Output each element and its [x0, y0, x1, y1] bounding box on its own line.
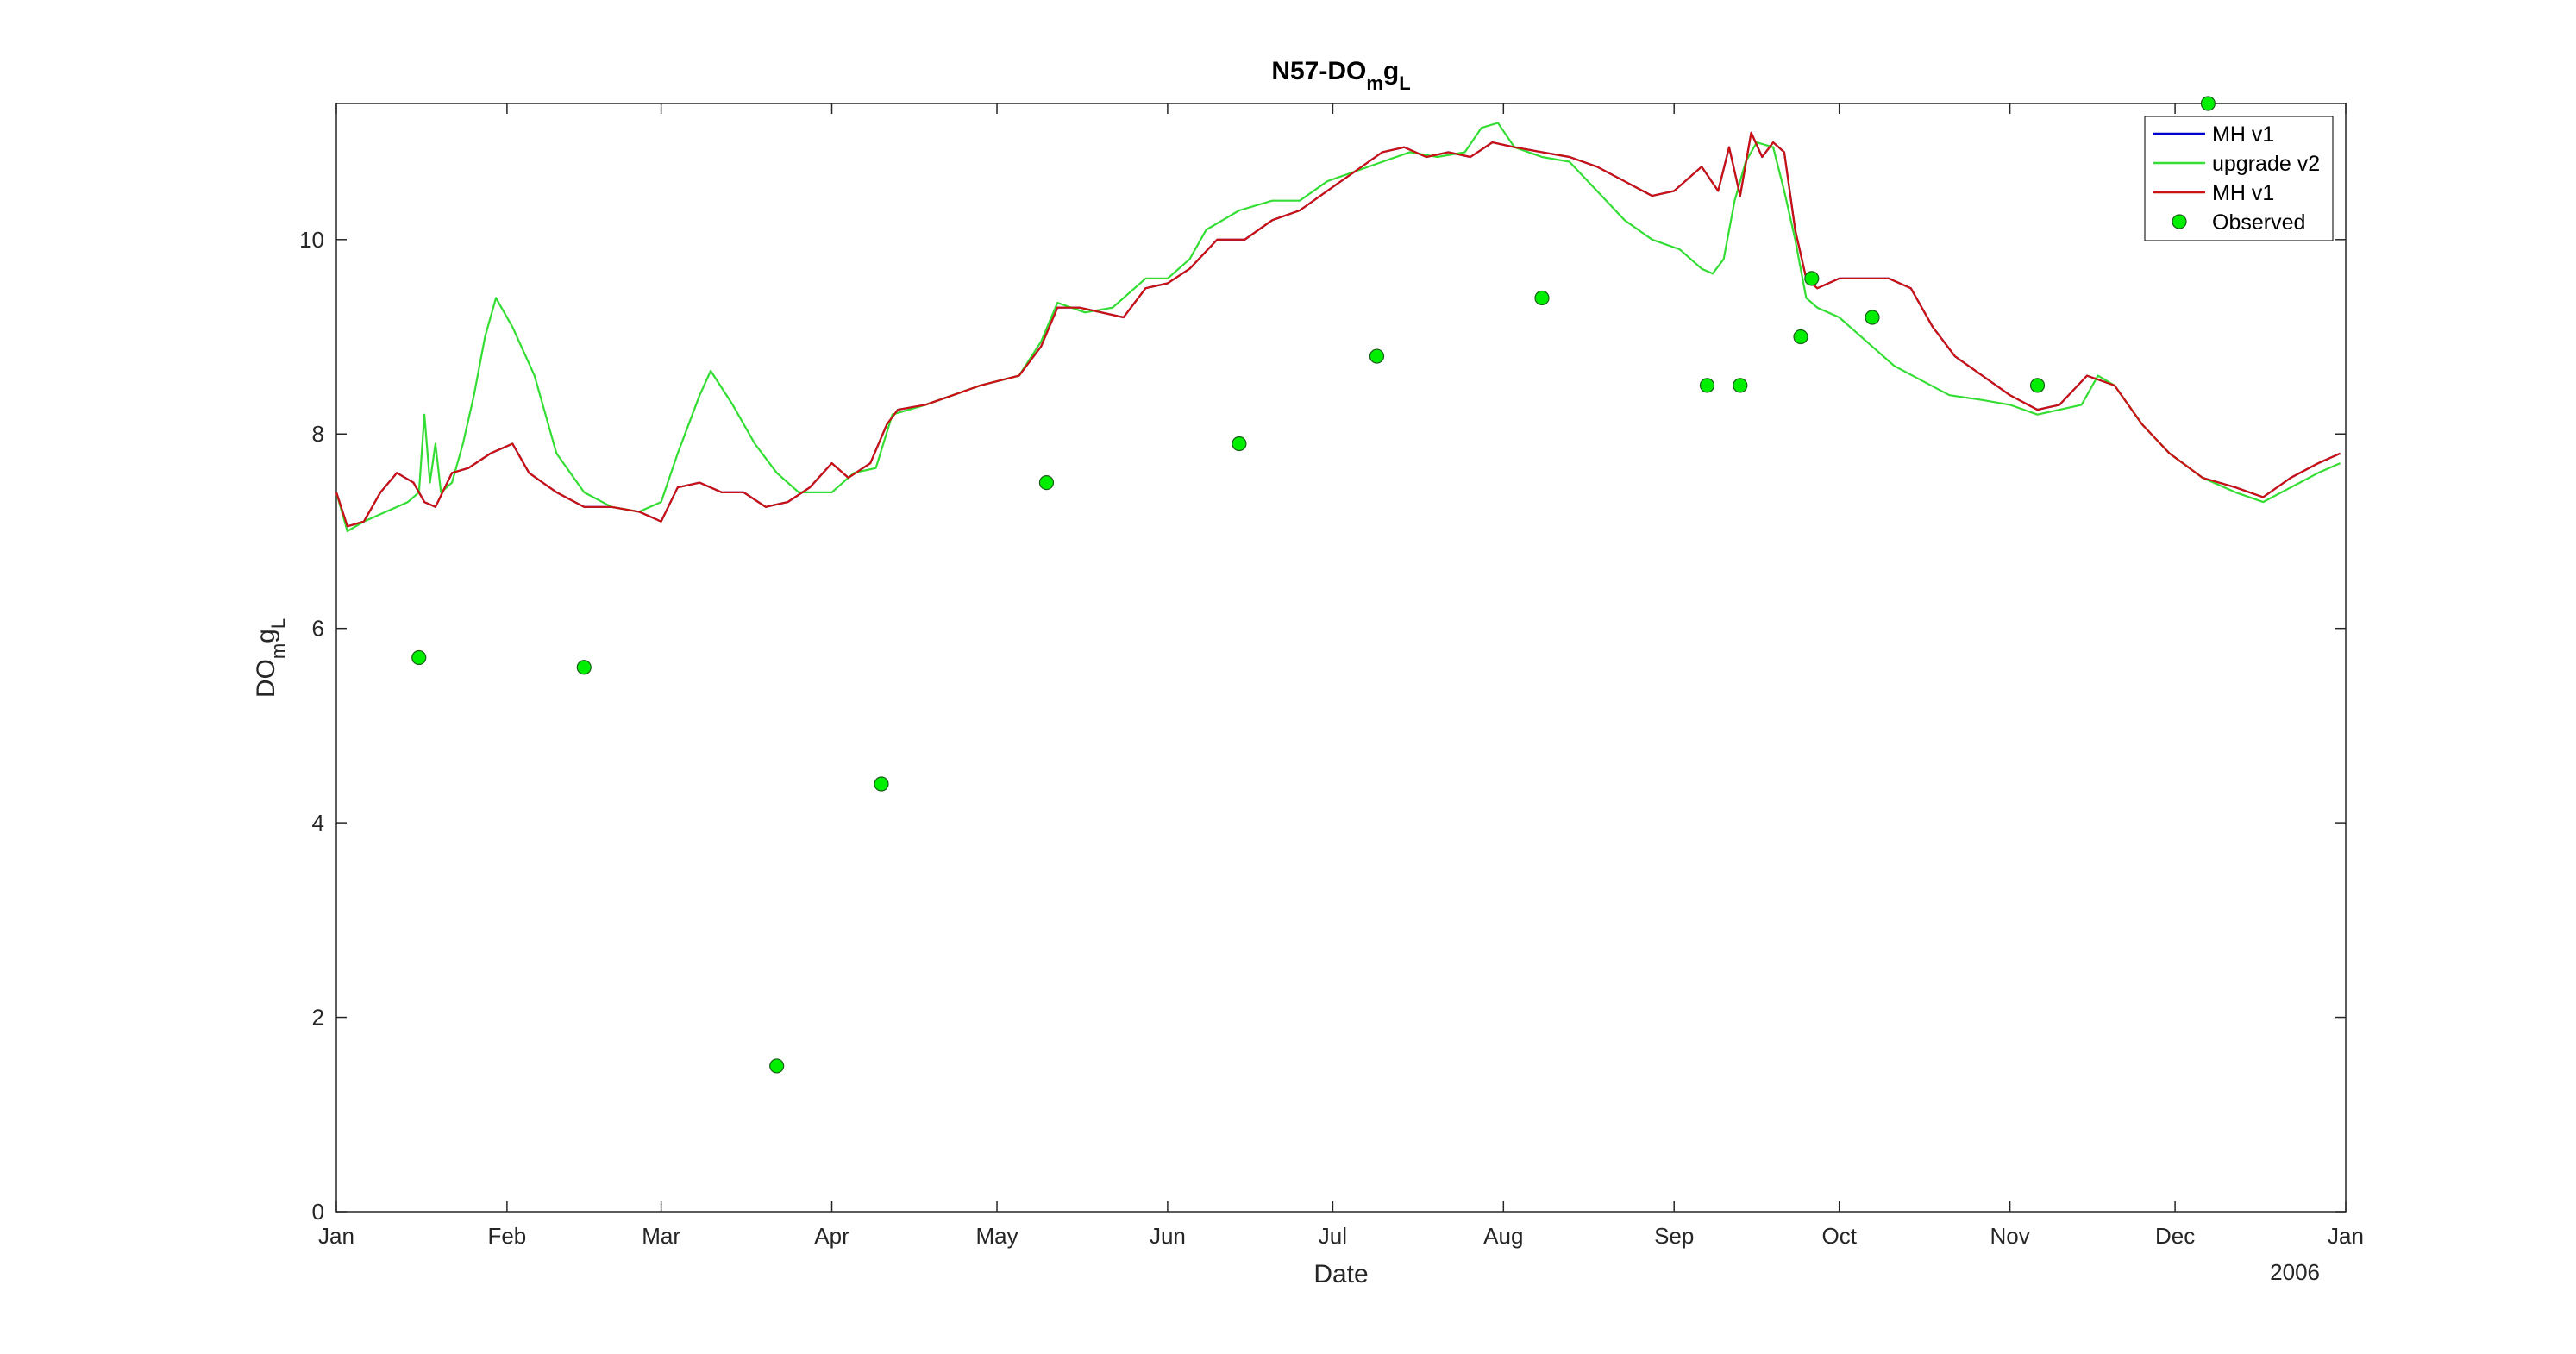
x-tick-label: Nov — [1990, 1223, 2029, 1249]
x-tick-label: Jan — [2328, 1223, 2364, 1249]
y-tick-label: 0 — [312, 1199, 324, 1225]
chart-title: N57-DOmgL — [1271, 57, 1410, 94]
observed-point — [2200, 96, 2216, 111]
legend-entry: MH v1 — [2212, 122, 2274, 147]
year-label: 2006 — [2270, 1259, 2320, 1285]
observed-point — [1804, 271, 1820, 286]
x-tick-label: Mar — [642, 1223, 680, 1249]
observed-point — [1369, 348, 1385, 364]
observed-point — [411, 649, 427, 666]
observed-point — [1733, 378, 1748, 393]
x-axis-label: Date — [1313, 1260, 1368, 1288]
observed-point — [1793, 329, 1808, 345]
observed-point — [874, 776, 889, 792]
y-axis-label: DOmgL — [252, 618, 289, 698]
x-tick-label: Jul — [1319, 1223, 1347, 1249]
legend-entry: MH v1 — [2212, 181, 2274, 205]
y-tick-label: 4 — [312, 810, 324, 836]
legend-entry: upgrade v2 — [2212, 152, 2320, 176]
series-layer — [335, 96, 2341, 1074]
series-line-2 — [335, 131, 2341, 528]
x-tick-label: Apr — [814, 1223, 849, 1249]
y-axis: 0 2 4 6 8 10 — [299, 227, 2346, 1225]
y-tick-label: 8 — [312, 421, 324, 447]
y-tick-label: 6 — [312, 616, 324, 642]
x-tick-label: Sep — [1654, 1223, 1694, 1249]
y-tick-label: 2 — [312, 1005, 324, 1031]
observed-point — [1699, 378, 1715, 393]
x-tick-label: Jun — [1150, 1223, 1186, 1249]
observed-point — [1038, 475, 1055, 491]
observed-point — [769, 1058, 785, 1074]
x-tick-label: Aug — [1483, 1223, 1523, 1249]
legend: MH v1 upgrade v2 MH v1 Observed — [2144, 116, 2334, 241]
observed-point — [1865, 310, 1880, 325]
legend-swatch — [2172, 214, 2187, 229]
x-tick-label: Jan — [318, 1223, 354, 1249]
x-tick-label: Oct — [1821, 1223, 1857, 1249]
x-tick-label: Dec — [2155, 1223, 2195, 1249]
observed-point — [2029, 378, 2046, 393]
x-axis: Jan Feb Mar Apr May Jun Jul Aug Sep Oct Nov Dec Jan — [318, 103, 2364, 1249]
x-tick-label: Feb — [487, 1223, 526, 1249]
observed-point — [1232, 436, 1247, 452]
observed-point — [576, 660, 592, 675]
y-tick-label: 10 — [299, 227, 324, 253]
legend-entry: Observed — [2212, 210, 2305, 235]
x-tick-label: May — [975, 1223, 1018, 1249]
observed-point — [1534, 290, 1550, 306]
series-line-1 — [335, 122, 2341, 533]
plot-area — [335, 103, 2347, 1213]
